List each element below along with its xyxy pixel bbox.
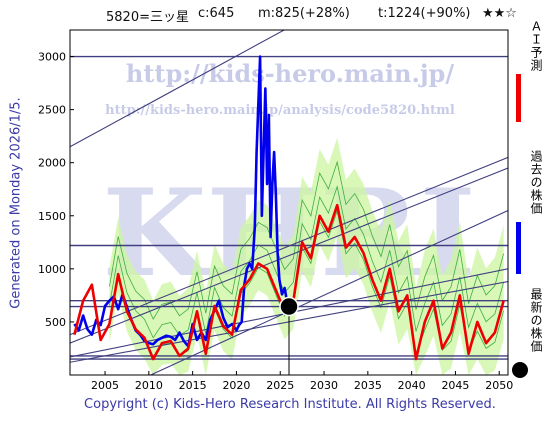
y-tick-label: 2500: [38, 104, 66, 117]
chart-header: 5820=三ッ星 c:645 m:825(+28%) t:1224(+90%) …: [70, 6, 517, 26]
forecast-band: [109, 137, 504, 375]
target-price: t:1224(+90%): [378, 6, 471, 21]
x-tick-label: 2045: [441, 379, 469, 392]
x-tick-label: 2025: [266, 379, 294, 392]
stock-code-name: 5820=三ッ星: [106, 10, 189, 25]
forecast-band-line-1: [109, 185, 505, 339]
x-tick-label: 2030: [310, 379, 338, 392]
legend-label-past-price: 過去の株価: [529, 150, 543, 215]
moving-average: m:825(+28%): [258, 6, 350, 21]
latest-price-marker: [279, 296, 299, 317]
x-tick-label: 2050: [485, 379, 513, 392]
x-tick-label: 2020: [222, 379, 250, 392]
y-tick-label: 1000: [38, 263, 66, 276]
x-tick-label: 2015: [179, 379, 207, 392]
past-price-line: [73, 55, 291, 348]
legend-item-latest-price: 最新の株価: [512, 288, 556, 380]
x-tick-label: 2005: [91, 379, 119, 392]
legend-swatch-red: [516, 74, 521, 122]
x-tick-label: 2010: [135, 379, 163, 392]
trend-line-2: [70, 167, 508, 344]
plot-group: [70, 30, 508, 375]
current-price: c:645: [198, 6, 235, 21]
legend-dot-black: [512, 362, 528, 378]
y-tick-label: 500: [45, 316, 66, 329]
x-tick-label: 2035: [354, 379, 382, 392]
legend: ＡＩ予測 過去の株価 最新の株価: [512, 20, 556, 380]
watermark-page-url: http://kids-hero.main.jp/analysis/code58…: [105, 103, 455, 118]
forecast-band-line-0: [109, 160, 505, 320]
legend-item-past-price: 過去の株価: [512, 150, 556, 280]
y-tick-label: 1500: [38, 210, 66, 223]
rating-stars: ★★☆: [482, 6, 517, 21]
y-tick-label: 2000: [38, 157, 66, 170]
legend-item-ai-forecast: ＡＩ予測: [512, 20, 556, 130]
x-tick-label: 2040: [398, 379, 426, 392]
legend-swatch-blue: [516, 222, 521, 274]
y-tick-label: 3000: [38, 51, 66, 64]
legend-label-latest-price: 最新の株価: [529, 288, 543, 353]
copyright-footer: Copyright (c) Kids-Hero Research Institu…: [84, 397, 496, 412]
plot-frame: [69, 29, 509, 376]
legend-label-ai-forecast: ＡＩ予測: [529, 20, 543, 72]
trend-line-0: [70, 30, 286, 148]
trend-line-1: [70, 156, 508, 336]
watermark-site-url: http://kids-hero.main.jp/: [126, 59, 454, 88]
